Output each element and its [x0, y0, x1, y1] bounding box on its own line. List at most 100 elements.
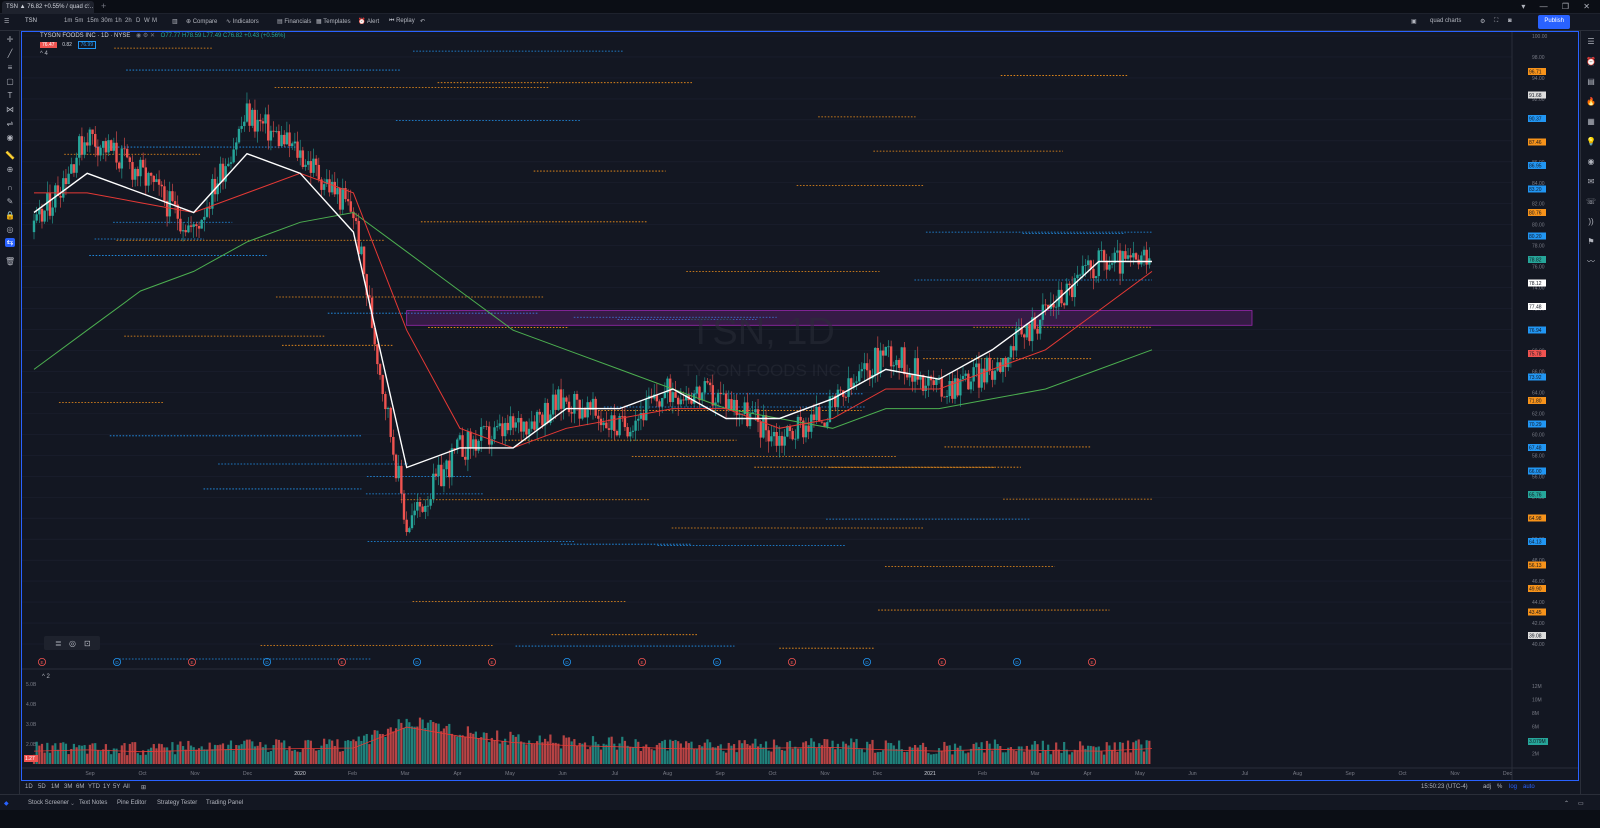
clock-time[interactable]: 15:50:23 (UTC-4) — [1421, 784, 1468, 790]
range-5d[interactable]: 5D — [38, 784, 46, 790]
eye-icon[interactable]: ◉ — [6, 133, 14, 142]
alerts-icon[interactable]: ⏰ — [1586, 57, 1596, 66]
range-5y[interactable]: 5Y — [113, 784, 121, 790]
hide-icon[interactable]: ◎ — [6, 225, 14, 234]
calendar-icon[interactable]: ▦ — [1587, 117, 1595, 126]
drawing-mini-toolbar[interactable]: ≣ ◎ ⊡ — [44, 636, 100, 650]
zoom-icon[interactable]: ⊕ — [6, 165, 14, 174]
interval-1m[interactable]: 1m — [64, 18, 73, 24]
maximize-panel-icon[interactable]: ⌃ — [1564, 801, 1570, 807]
event-marker[interactable] — [788, 658, 797, 667]
goto-date-icon[interactable]: ⊞ — [141, 785, 147, 791]
interval-m[interactable]: M — [152, 18, 157, 24]
auto-toggle[interactable]: auto — [1523, 784, 1535, 790]
bid-price[interactable]: 76.47 — [40, 42, 57, 48]
interval-30m[interactable]: 30m — [101, 18, 113, 24]
range-ytd[interactable]: YTD — [88, 784, 100, 790]
event-marker[interactable] — [713, 658, 722, 667]
event-marker[interactable] — [337, 658, 346, 667]
text-icon[interactable]: T — [7, 91, 13, 100]
magnet-icon[interactable]: ∩ — [7, 183, 13, 192]
event-marker[interactable] — [187, 658, 196, 667]
ruler-icon[interactable]: 📏 — [5, 151, 15, 160]
minimize-icon[interactable]: — — [1539, 2, 1548, 11]
interval-w[interactable]: W — [144, 18, 150, 24]
tab-pine-editor[interactable]: Pine Editor — [117, 800, 147, 806]
range-all[interactable]: All — [123, 784, 130, 790]
event-marker[interactable] — [1088, 658, 1097, 667]
event-marker[interactable] — [487, 658, 496, 667]
compare-button[interactable]: ⊕ Compare — [186, 19, 218, 25]
interval-1h[interactable]: 1h — [115, 18, 122, 24]
interval-15m[interactable]: 15m — [87, 18, 99, 24]
fib-icon[interactable]: ≡ — [7, 63, 13, 72]
undo-icon[interactable]: ↶ — [420, 19, 426, 25]
tab-strategy-tester[interactable]: Strategy Tester — [157, 800, 198, 806]
new-tab-icon[interactable]: + — [101, 1, 107, 11]
chart-type-icon[interactable]: ▥ — [172, 19, 178, 25]
replay-button[interactable]: ⏮ Replay — [389, 18, 415, 24]
fullscreen-icon[interactable]: ⛶ — [1494, 18, 1499, 24]
event-marker[interactable] — [412, 658, 421, 667]
streams-icon[interactable]: ◉ — [1587, 157, 1595, 166]
adj-toggle[interactable]: adj — [1483, 784, 1492, 790]
ask-price[interactable]: 76.99 — [77, 41, 97, 49]
indicators-button[interactable]: ∿ Indicators — [226, 19, 259, 25]
browser-tab[interactable]: TSN ▲ 76.82 +0.55% / quad c… × — [2, 1, 94, 14]
stay-drawing-icon[interactable]: ✎ — [6, 197, 14, 206]
sync-drawing-icon[interactable]: ⇆ — [5, 238, 15, 247]
restore-panel-icon[interactable]: ▭ — [1578, 801, 1584, 807]
chat-icon[interactable]: ✉ — [1587, 177, 1595, 186]
hotlist-icon[interactable]: 🔥 — [1586, 97, 1596, 106]
event-marker[interactable] — [638, 658, 647, 667]
range-1d[interactable]: 1D — [25, 784, 33, 790]
event-marker[interactable] — [262, 658, 271, 667]
log-toggle[interactable]: log — [1509, 784, 1518, 790]
tab-text-notes[interactable]: Text Notes — [79, 800, 108, 806]
chevron-down-icon[interactable]: ⌄ — [70, 801, 76, 807]
pattern-icon[interactable]: ⋈ — [6, 105, 14, 114]
watchlist-icon[interactable]: ☰ — [1587, 37, 1595, 46]
event-marker[interactable] — [938, 658, 947, 667]
trendline-icon[interactable]: ╱ — [7, 49, 13, 58]
layout-icon[interactable]: ▣ — [1411, 19, 1417, 25]
restore-icon[interactable]: ❐ — [1561, 2, 1570, 11]
event-marker[interactable] — [563, 658, 572, 667]
settings-icon[interactable]: ⚙ — [1480, 19, 1486, 25]
close-window-icon[interactable]: ✕ — [1583, 2, 1590, 11]
percent-toggle[interactable]: % — [1497, 784, 1503, 790]
panel-logo-icon[interactable]: ◆ — [4, 801, 9, 807]
legend-collapse[interactable]: ^ 4 — [40, 51, 48, 57]
alert-button[interactable]: ⏰ Alert — [358, 19, 380, 25]
close-tab-icon[interactable]: × — [86, 3, 90, 9]
interval-5m[interactable]: 5m — [75, 18, 84, 24]
shapes-icon[interactable]: ▢ — [6, 77, 14, 86]
range-1m[interactable]: 1M — [51, 784, 60, 790]
layout-name[interactable]: quad charts — [1430, 18, 1462, 24]
chart-icon[interactable]: 〰 — [1587, 257, 1595, 266]
ideas-icon[interactable]: 💡 — [1586, 137, 1596, 146]
lock-icon[interactable]: 🔒 — [5, 211, 15, 220]
range-1y[interactable]: 1Y — [103, 784, 111, 790]
financials-button[interactable]: ▤ Financials — [277, 19, 312, 25]
event-marker[interactable] — [113, 658, 122, 667]
order-panel-icon[interactable]: ⚑ — [1587, 237, 1595, 246]
snapshot-icon[interactable]: ◙ — [1508, 18, 1512, 24]
publish-button[interactable]: Publish — [1538, 15, 1570, 29]
signal-icon[interactable]: )) — [1588, 217, 1594, 226]
prediction-icon[interactable]: ⇌ — [6, 119, 14, 128]
notifications-icon[interactable]: ☏ — [1586, 197, 1597, 206]
event-marker[interactable] — [863, 658, 872, 667]
interval-d[interactable]: D — [136, 18, 141, 24]
trash-icon[interactable]: 🗑 — [5, 257, 16, 266]
templates-button[interactable]: ▦ Templates — [316, 19, 351, 25]
tab-stock-screener[interactable]: Stock Screener — [28, 800, 70, 806]
range-3m[interactable]: 3M — [64, 784, 73, 790]
data-window-icon[interactable]: ▤ — [1587, 77, 1595, 86]
range-6m[interactable]: 6M — [76, 784, 85, 790]
menu-icon[interactable]: ☰ — [4, 19, 10, 25]
event-marker[interactable] — [37, 658, 46, 667]
tab-menu-icon[interactable]: ▾ — [1521, 2, 1526, 11]
